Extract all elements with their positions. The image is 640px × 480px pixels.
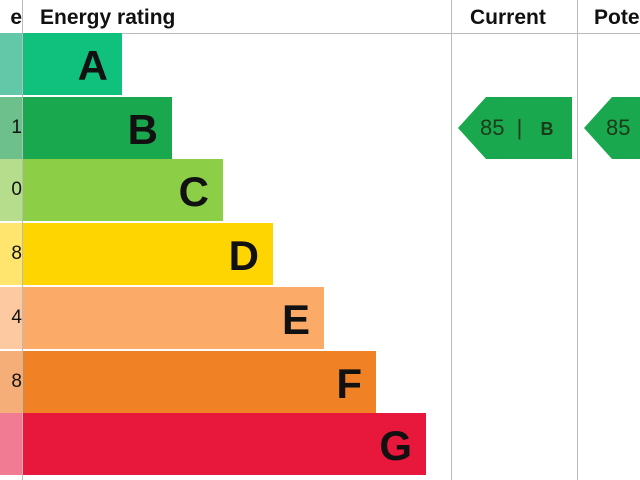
current-header: Current [470, 6, 546, 29]
score-cell-B: 1 [0, 97, 22, 159]
current-value: 85 [480, 115, 505, 140]
divider [22, 0, 23, 480]
energy-rating-header: Energy rating [40, 6, 176, 29]
potential-rating-arrow: 85 [584, 97, 640, 159]
rating-bar-F: F [23, 351, 376, 413]
divider [451, 0, 452, 480]
current-separator: | [516, 115, 523, 140]
divider [577, 0, 578, 480]
rating-bar-E: E [23, 287, 324, 349]
potential-header: Pote [594, 6, 640, 29]
potential-value: 85 [606, 115, 631, 140]
rating-bar-D: D [23, 223, 273, 285]
current-arrow-shape [458, 97, 572, 159]
rating-bar-A: A [23, 33, 122, 95]
rating-bar-B: B [23, 97, 172, 159]
score-header: e [10, 6, 22, 29]
rating-bar-G: G [23, 413, 426, 475]
score-cell-E: 4 [0, 287, 22, 349]
current-band: B [540, 119, 554, 139]
current-rating-arrow: 85 | B [458, 97, 572, 159]
header-divider [0, 33, 640, 34]
score-cell-F: 8 [0, 351, 22, 413]
score-cell-D: 8 [0, 223, 22, 285]
score-cell-A [0, 33, 22, 95]
score-cell-G [0, 413, 22, 475]
score-cell-C: 0 [0, 159, 22, 221]
rating-bar-C: C [23, 159, 223, 221]
potential-arrow-shape [584, 97, 640, 159]
